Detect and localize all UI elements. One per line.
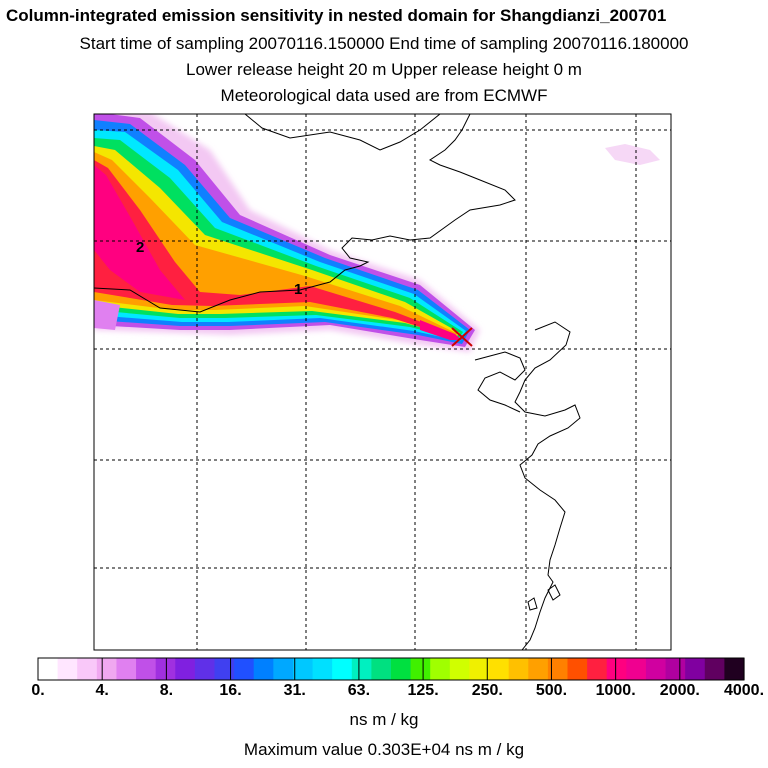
coast-islands [527,584,561,611]
receptor-x-icon [451,327,473,347]
colorbar-tick-label: 16. [219,682,242,699]
colorbar-units: ns m / kg [349,710,419,729]
colorbar-cell [685,658,706,680]
colorbar-cell [234,658,255,680]
plume-pink-fringe [94,300,120,330]
colorbar-cell [136,658,157,680]
colorbar-cell [214,658,235,680]
colorbar-cell [292,658,314,680]
coast-shandong [474,351,526,413]
colorbar-cell [567,658,588,680]
plume-faint-ne [605,144,660,165]
colorbar-cell [155,658,176,680]
colorbar-cell [626,658,647,680]
coast-korea [514,321,581,650]
colorbar-cell [469,658,490,680]
colorbar-tick-label: 4. [95,682,109,699]
colorbar-cell [410,658,431,680]
colorbar-tick-label: 8. [159,682,174,699]
colorbar-tick-label: 2000. [659,682,700,699]
colorbar-tick-label: 0. [31,682,45,699]
colorbar-cell [194,658,216,680]
colorbar-cell [312,658,333,680]
release-height-line: Lower release height 20 m Upper release … [186,60,582,79]
colorbar-cell [489,658,510,680]
colorbar-cell [116,658,137,680]
colorbar-tick-label: 500. [535,682,568,699]
colorbar-cell [704,658,725,680]
colorbar-cell [724,658,745,680]
colorbar-cell [528,658,549,680]
colorbar-cell [273,658,294,680]
plume-red [94,160,455,336]
colorbar-cell [547,658,569,680]
colorbar-tick-label: 250. [471,682,503,699]
colorbar-cell [606,658,627,680]
colorbar-cell [38,658,59,680]
contour-label-2: 2 [136,239,144,256]
coastlines [94,114,581,650]
colorbar-tick-label: 1000. [595,682,636,699]
chart-title: Column-integrated emission sensitivity i… [6,6,667,25]
colorbar-cell [332,658,353,680]
colorbar-cell [253,658,274,680]
colorbar-cell [351,658,372,680]
colorbar-tick-label: 31. [283,682,306,699]
colorbar-cell [77,658,98,680]
gridlines [94,114,671,650]
colorbar-tick-label: 4000. [723,682,765,699]
colorbar-frame [37,657,745,681]
colorbar-cell [587,658,608,680]
colorbar-cell [371,658,392,680]
colorbar-cell [96,658,118,680]
max-value-label: Maximum value 0.303E+04 ns m / kg [243,740,525,759]
plume-layer [94,114,660,352]
colorbar-cell [391,658,412,680]
colorbar-cell [449,658,471,680]
colorbar-cell [175,658,196,680]
coast-upper [244,114,441,151]
met-data-line: Meteorological data used are from ECMWF [220,86,548,105]
colorbar-cell [665,658,686,680]
plume-magenta-core [94,165,185,300]
plume-magenta-tail [420,320,462,340]
map-frame [93,113,672,651]
colorbar-cell [508,658,529,680]
colorbar-cell [645,658,667,680]
sampling-time-line: Start time of sampling 20070116.150000 E… [79,34,689,53]
colorbar-cell [430,658,451,680]
colorbar-tick-label: 125. [407,682,439,699]
coast-north [94,114,516,313]
colorbar-cell [57,658,78,680]
contour-label-1: 1 [294,281,302,298]
colorbar-tick-label: 63. [347,682,371,699]
